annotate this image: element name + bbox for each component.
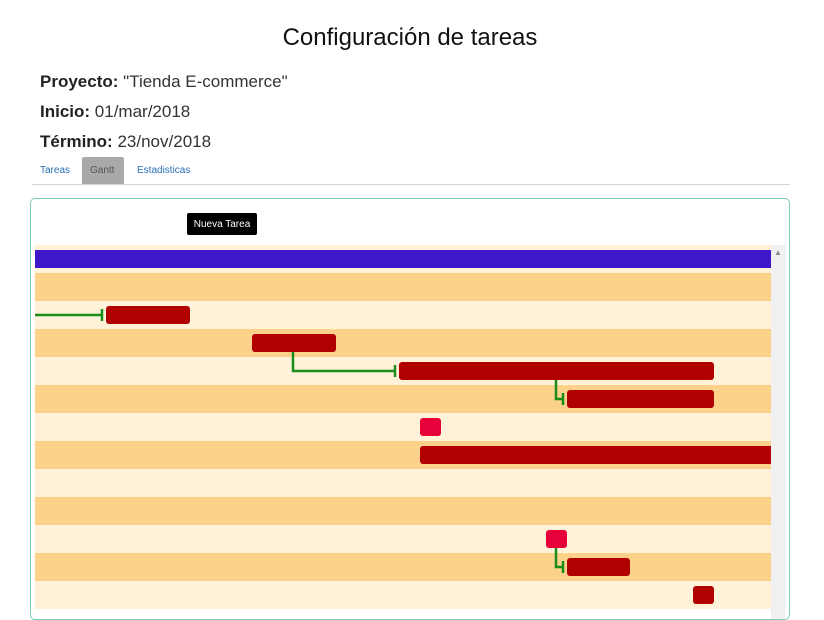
start-date-label: Inicio:: [40, 102, 91, 121]
gantt-row: [35, 357, 771, 385]
task-bar[interactable]: [106, 306, 190, 324]
task-bar[interactable]: [252, 334, 336, 352]
milestone-marker[interactable]: [420, 418, 441, 436]
tab-bar: Tareas Gantt Estadisticas: [32, 157, 790, 185]
gantt-row-summary: [35, 245, 771, 273]
gantt-panel: Nueva Tarea: [30, 198, 790, 620]
gantt-row: [35, 301, 771, 329]
task-bar[interactable]: [567, 390, 714, 408]
vertical-scrollbar[interactable]: ▲: [771, 245, 785, 619]
gantt-row: [35, 469, 771, 497]
summary-bar[interactable]: [35, 250, 771, 268]
gantt-row: [35, 553, 771, 581]
gantt-row: [35, 525, 771, 553]
gantt-row: [35, 273, 771, 301]
project-value: "Tienda E-commerce": [123, 72, 288, 91]
gantt-row: [35, 441, 771, 469]
gantt-chart: [35, 245, 771, 619]
gantt-row: [35, 581, 771, 609]
start-date-value: 01/mar/2018: [94, 102, 191, 121]
task-bar[interactable]: [567, 558, 630, 576]
end-date-label: Término:: [40, 132, 113, 151]
project-line: Proyecto: "Tienda E-commerce": [40, 72, 288, 92]
tab-gantt[interactable]: Gantt: [82, 157, 124, 184]
project-label: Proyecto:: [40, 72, 119, 91]
end-date-line: Término: 23/nov/2018: [40, 132, 211, 152]
task-bar[interactable]: [420, 446, 771, 464]
gantt-row: [35, 385, 771, 413]
task-bar[interactable]: [399, 362, 714, 380]
start-date-line: Inicio: 01/mar/2018: [40, 102, 190, 122]
scroll-up-arrow-icon[interactable]: ▲: [774, 248, 782, 257]
tab-tareas[interactable]: Tareas: [40, 165, 71, 176]
new-task-button[interactable]: Nueva Tarea: [187, 213, 257, 235]
gantt-row: [35, 413, 771, 441]
page-title: Configuración de tareas: [282, 24, 538, 51]
milestone-marker[interactable]: [546, 530, 567, 548]
end-date-value: 23/nov/2018: [117, 132, 212, 151]
gantt-row: [35, 497, 771, 525]
tab-estadisticas[interactable]: Estadisticas: [137, 165, 191, 176]
gantt-row: [35, 329, 771, 357]
